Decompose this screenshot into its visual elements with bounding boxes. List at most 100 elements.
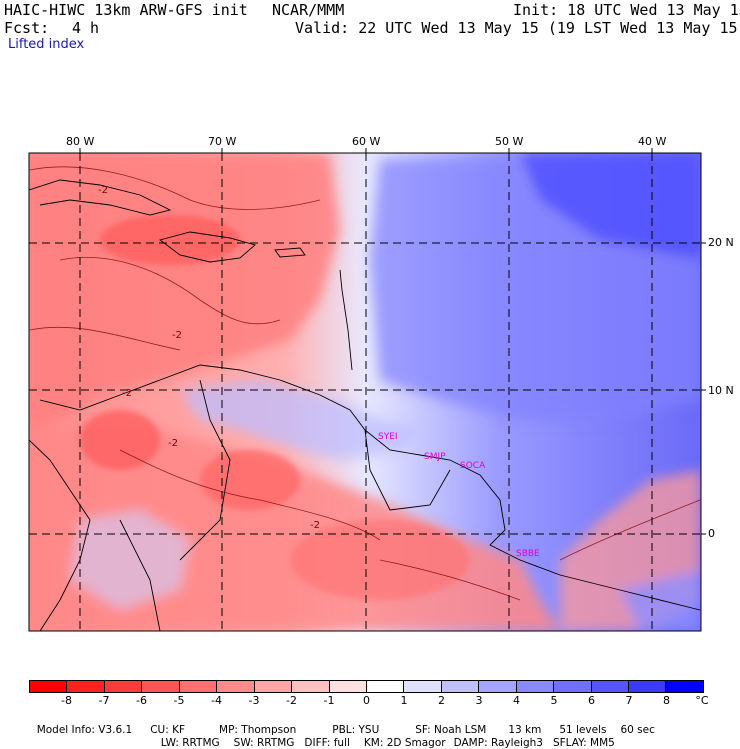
contour-line bbox=[59, 257, 281, 325]
colorbar-swatch bbox=[253, 681, 292, 692]
contour-label: -2 bbox=[310, 520, 320, 531]
colorbar-swatch bbox=[216, 681, 254, 692]
model-info-levels: 51 levels bbox=[559, 724, 607, 736]
org-label: NCAR/MMM bbox=[272, 1, 345, 19]
colorbar bbox=[29, 680, 704, 693]
model-info-diff: DIFF: full bbox=[304, 737, 350, 749]
station-sbbe: SBBE bbox=[516, 549, 540, 559]
colorbar-swatch bbox=[665, 681, 703, 692]
field-name: Lifted index bbox=[8, 37, 85, 52]
colorbar-tick-label: -4 bbox=[211, 694, 222, 707]
stable-region-northeast bbox=[520, 153, 701, 260]
model-info-sflay: SFLAY: MM5 bbox=[552, 737, 615, 749]
colorbar-tick-label: 5 bbox=[550, 694, 558, 707]
contour-line bbox=[29, 326, 181, 351]
model-info-version: Model Info: V3.6.1 bbox=[36, 724, 133, 736]
colorbar-swatch bbox=[628, 681, 666, 692]
colorbar-unit: °C bbox=[695, 694, 709, 707]
lon-label-70w: 70 W bbox=[208, 135, 237, 148]
colorbar-swatch bbox=[141, 681, 179, 692]
colorbar-tick-label: 0 bbox=[363, 694, 370, 707]
init-time: Init: 18 UTC Wed 13 May 15 bbox=[513, 1, 740, 19]
colorbar-tick-label: -7 bbox=[98, 694, 110, 707]
coastline-puerto-rico bbox=[274, 247, 306, 258]
contour-label: -2 bbox=[168, 438, 178, 449]
lat-label-0: 0 bbox=[708, 527, 715, 540]
border-venezuela-guyana bbox=[364, 429, 451, 511]
contour-line bbox=[379, 559, 521, 601]
colorbar-swatch bbox=[291, 681, 329, 692]
station-syei: SYEI bbox=[378, 432, 398, 442]
colorbar-swatch bbox=[103, 681, 142, 692]
coastline-hispaniola bbox=[158, 231, 256, 263]
colorbar-tick-label: 8 bbox=[663, 694, 670, 707]
border-colombia-venezuela bbox=[179, 379, 231, 561]
fcst-value: 4 h bbox=[72, 19, 100, 37]
colorbar-swatch bbox=[590, 681, 628, 692]
border-brazil-peru bbox=[119, 519, 161, 631]
model-info-res: 13 km bbox=[508, 724, 542, 736]
coastline-lesser-antilles bbox=[339, 269, 353, 371]
coastline-cuba bbox=[29, 179, 172, 216]
hotspot-colombia bbox=[80, 410, 160, 470]
map-frame bbox=[28, 152, 702, 632]
colorbar-tick-label: 6 bbox=[588, 694, 595, 707]
station-soca: SOCA bbox=[460, 461, 486, 471]
colorbar-tick-label: -8 bbox=[61, 694, 72, 707]
station-smjp: SMJP bbox=[424, 452, 446, 462]
colorbar-tick-label: -1 bbox=[323, 694, 335, 707]
lat-label-20n: 20 N bbox=[708, 236, 734, 249]
contour-line bbox=[29, 166, 321, 210]
lon-label-80w: 80 W bbox=[66, 135, 95, 148]
colorbar-swatch bbox=[478, 681, 516, 692]
stable-region-amazon-coast bbox=[70, 510, 190, 610]
hotspot-hispaniola bbox=[100, 215, 240, 265]
lon-label-40w: 40 W bbox=[638, 135, 667, 148]
lon-label-50w: 50 W bbox=[495, 135, 524, 148]
lat-label-10n: 10 N bbox=[708, 384, 734, 397]
model-info-dt: 60 sec bbox=[620, 724, 655, 736]
colorbar-tick-label: 1 bbox=[400, 694, 408, 707]
model-info-lw: LW: RRTMG bbox=[160, 737, 220, 749]
colorbar-swatch bbox=[553, 681, 591, 692]
contour-line bbox=[119, 449, 381, 541]
colorbar-swatch bbox=[328, 681, 366, 692]
colorbar-swatch bbox=[30, 681, 67, 692]
colorbar-tick-label: 7 bbox=[625, 694, 633, 707]
colorbar-swatch bbox=[66, 681, 104, 692]
colorbar-tick-label: -5 bbox=[173, 694, 185, 707]
contour-label: -2 bbox=[172, 330, 182, 341]
colorbar-swatch bbox=[440, 681, 479, 692]
valid-time: Valid: 22 UTC Wed 13 May 15 (19 LST Wed … bbox=[295, 19, 740, 37]
model-info-pbl: PBL: YSU bbox=[332, 724, 380, 736]
model-title: HAIC-HIWC 13km ARW-GFS init bbox=[4, 1, 248, 19]
model-info-sw: SW: RRTMG bbox=[233, 737, 295, 749]
contour-label: -2 bbox=[98, 185, 108, 196]
coastline-central-america bbox=[29, 439, 91, 631]
footer-line-2: LW: RRTMG SW: RRTMG DIFF: full KM: 2D Smago… bbox=[154, 725, 615, 749]
model-info-cu: CU: KF bbox=[150, 724, 186, 736]
footer-line-1: Model Info: V3.6.1 CU: KF MP: Thompson PBL:… bbox=[30, 712, 655, 736]
colorbar-swatch bbox=[515, 681, 554, 692]
stable-region-central bbox=[180, 380, 420, 460]
unstable-region-caribbean bbox=[29, 153, 340, 430]
lon-label-60w: 60 W bbox=[352, 135, 381, 148]
colorbar-tick-label: 3 bbox=[475, 694, 483, 707]
model-info-sf: SF: Noah LSM bbox=[415, 724, 487, 736]
model-info-km: KM: 2D Smagor bbox=[363, 737, 446, 749]
contour-line bbox=[559, 499, 701, 561]
colorbar-tick-label: 2 bbox=[438, 694, 445, 707]
colorbar-tick-label: 4 bbox=[513, 694, 520, 707]
contour-label: -2 bbox=[122, 388, 132, 399]
model-info-mp: MP: Thompson bbox=[219, 724, 297, 736]
colorbar-swatch bbox=[178, 681, 217, 692]
model-info-damp: DAMP: Rayleigh3 bbox=[453, 737, 543, 749]
colorbar-swatch bbox=[403, 681, 441, 692]
coastline-south-america bbox=[39, 364, 701, 611]
hotspot-venezuela bbox=[200, 450, 300, 510]
colorbar-swatch bbox=[365, 681, 404, 692]
colorbar-tick-label: -6 bbox=[136, 694, 147, 707]
colorbar-tick-label: -3 bbox=[248, 694, 260, 707]
fcst-label: Fcst: bbox=[4, 19, 50, 37]
